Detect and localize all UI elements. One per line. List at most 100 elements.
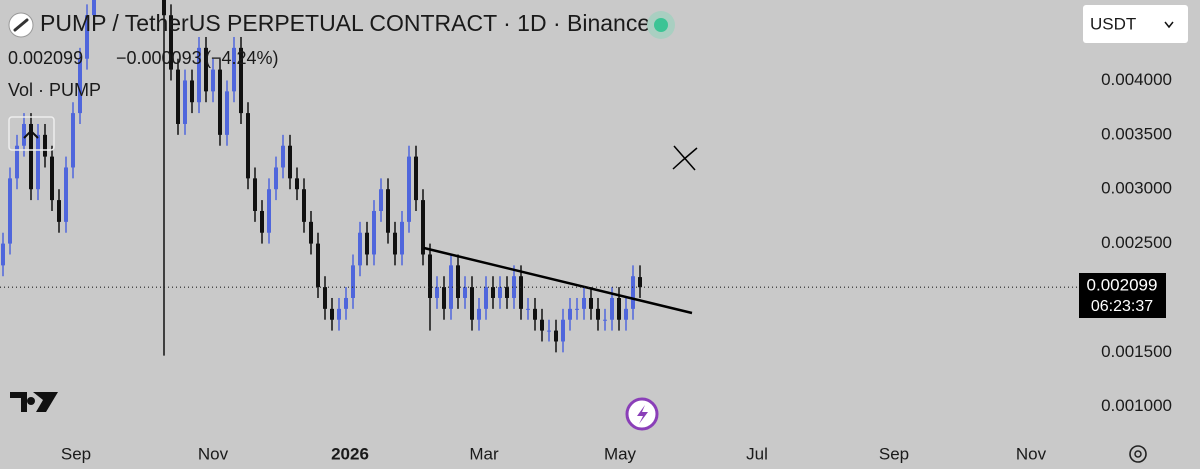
last-price: 0.002099 [8,48,83,68]
candle-body [323,287,327,309]
candle-body [554,330,558,342]
candle-body [491,287,495,298]
settings-button[interactable] [1129,445,1147,463]
candle-body [386,189,390,233]
candle-body [442,287,446,309]
candle-body [526,308,530,310]
candle-body [589,297,593,309]
candle-body [379,189,383,211]
candle-body [351,265,355,298]
candle-body [638,277,642,288]
candle-body [295,178,299,190]
candle-body [400,221,404,255]
candle-body [575,308,579,310]
candle-body [260,210,264,233]
candle-body [631,276,635,309]
collapse-button[interactable] [8,116,55,151]
candle-body [316,243,320,288]
candle-body [344,297,348,309]
candle-body [78,58,82,114]
candle-body [22,123,26,146]
candle-body [498,287,502,298]
candle-body [603,319,607,321]
settings-inner [1134,450,1142,458]
y-tick-label: 0.002500 [1101,233,1172,252]
candle-body [8,178,12,244]
candle-body [330,308,334,320]
candle-body [309,221,313,244]
chevron-up [23,129,39,139]
change-pct: (−4.24%) [205,48,279,68]
logo [10,392,58,412]
candle-body [302,189,306,222]
candle-body [197,47,201,103]
candle-body [512,276,516,298]
candle-body [624,308,628,320]
x-label: Sep [879,444,909,463]
symbol-glyph [13,18,29,32]
candle-body [393,232,397,255]
candle-body [92,0,96,16]
candle-body [358,232,362,266]
candle-body [568,308,572,320]
candle-body [470,287,474,320]
x-label: Mar [469,444,499,463]
candle-body [372,210,376,255]
candle-body [246,113,250,179]
candle-body [1,243,5,266]
y-tick-label: 0.003000 [1101,179,1172,198]
candle-body [596,308,600,320]
candle-body [85,15,89,59]
candle-body [484,287,488,309]
candle-body [365,232,369,255]
candle-body [57,200,61,222]
candle-body [407,156,411,222]
lightning-icon [637,405,648,424]
x-label: Nov [198,444,229,463]
candle-body [435,287,439,298]
candle-body [519,276,523,309]
candle-body [428,254,432,298]
candle-body [162,0,166,16]
candle-body [253,178,257,211]
candle-body [71,113,75,168]
candle-body [274,167,278,190]
candle-body [29,123,33,190]
x-mark [672,145,698,171]
candle-body [64,167,68,222]
candle-body [463,287,467,298]
change: −0.000093 [116,48,202,68]
candle-body [617,297,621,320]
currency-dropdown[interactable] [1083,5,1188,43]
chart-title: PUMP / TetherUS PERPETUAL CONTRACT · 1D … [40,10,650,36]
candle-body [449,265,453,309]
candle-body [204,47,208,92]
candle-body [337,308,341,320]
candle-body [232,47,236,92]
countdown: 06:23:37 [1091,298,1153,315]
candle-body [561,319,565,342]
dropdown-caret [1164,21,1174,29]
candle-body [15,145,19,179]
candle-body [176,69,180,124]
trend-line [423,246,693,315]
x-label: Jul [746,444,768,463]
candle-body [610,297,614,320]
candle-body [533,308,537,320]
candle-body [225,91,229,135]
price-label-box [1079,273,1166,318]
status-dot [654,18,668,32]
volume-label: Vol · PUMP [8,80,101,100]
y-tick-label: 0.001000 [1101,396,1172,415]
candle-body [36,134,40,190]
candle-body [281,145,285,168]
candle-body [414,156,418,201]
currency-label: USDT [1090,14,1136,33]
candle-body [477,308,481,320]
candle-body [505,287,509,298]
candle-body [540,319,544,331]
candle-body [456,265,460,298]
candle-body [169,15,173,70]
